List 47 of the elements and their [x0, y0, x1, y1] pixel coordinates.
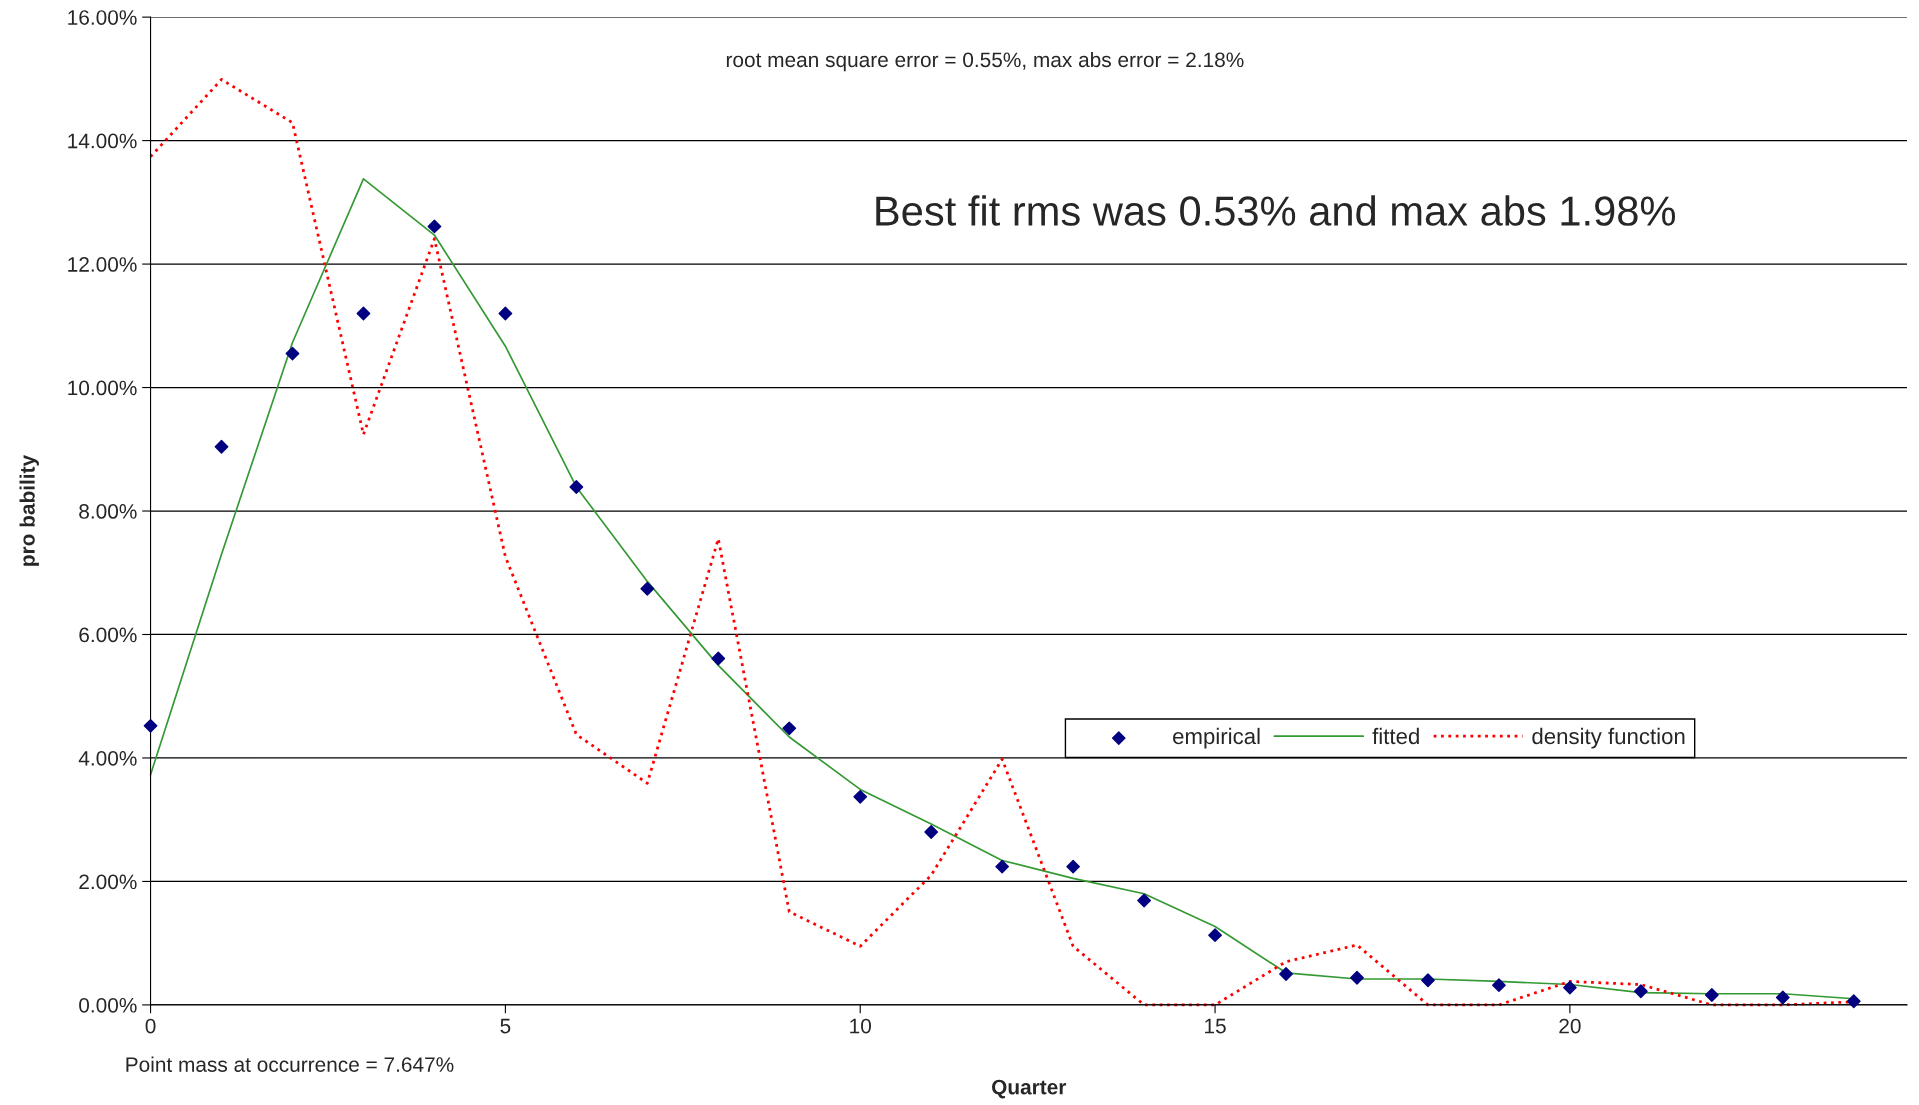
point	[1492, 978, 1506, 993]
y-tick-label: 14.00%	[68, 133, 137, 149]
point	[498, 306, 513, 321]
y-tick-label: 2.00%	[79, 874, 137, 890]
point	[640, 581, 655, 596]
annotation: root mean square error = 0.55%, max abs error = 2.18%	[726, 51, 1244, 72]
point	[1846, 994, 1861, 1009]
point	[1562, 980, 1577, 995]
x-tick-label: 20	[1559, 1018, 1581, 1034]
x-tick-label: 15	[1205, 1018, 1226, 1034]
point	[1137, 893, 1152, 908]
point	[285, 346, 300, 361]
point	[1208, 928, 1222, 943]
point	[1279, 967, 1293, 981]
x-tick-label: 0	[145, 1018, 156, 1034]
point	[853, 789, 868, 804]
x-axis-title: Quarter	[992, 1079, 1067, 1099]
point	[711, 651, 726, 666]
annotation: Best fit rms was 0.53% and max abs 1.98%	[876, 195, 1676, 226]
y-tick-label: 4.00%	[78, 750, 137, 766]
y-axis-title: pro bability	[19, 454, 39, 566]
point	[1704, 988, 1719, 1002]
point	[924, 825, 939, 839]
x-tick-label: 5	[500, 1018, 511, 1034]
y-tick-label: 12.00%	[68, 257, 137, 272]
y-tick-label: 0.00%	[79, 997, 137, 1013]
point	[569, 480, 584, 494]
y-tick-label: 16.00%	[68, 10, 137, 25]
legend-label: fitted	[1372, 727, 1419, 745]
point	[1350, 970, 1364, 985]
y-tick-label: 6.00%	[79, 627, 137, 643]
text: Point mass at occurrence = 7.647%	[126, 1056, 454, 1072]
point	[1421, 973, 1435, 988]
point	[427, 219, 442, 234]
y-tick-label: 8.00%	[79, 504, 137, 519]
point	[214, 439, 229, 454]
y-tick-label: 10.00%	[68, 380, 137, 396]
point	[1633, 984, 1648, 999]
point	[995, 859, 1010, 874]
legend-label: empirical	[1173, 727, 1260, 749]
point	[1066, 859, 1081, 874]
x-tick-label: 10	[850, 1018, 871, 1034]
point	[356, 306, 371, 321]
legend-label: density function	[1532, 727, 1685, 749]
point	[782, 721, 797, 736]
point	[143, 718, 158, 733]
point	[1775, 990, 1790, 1005]
